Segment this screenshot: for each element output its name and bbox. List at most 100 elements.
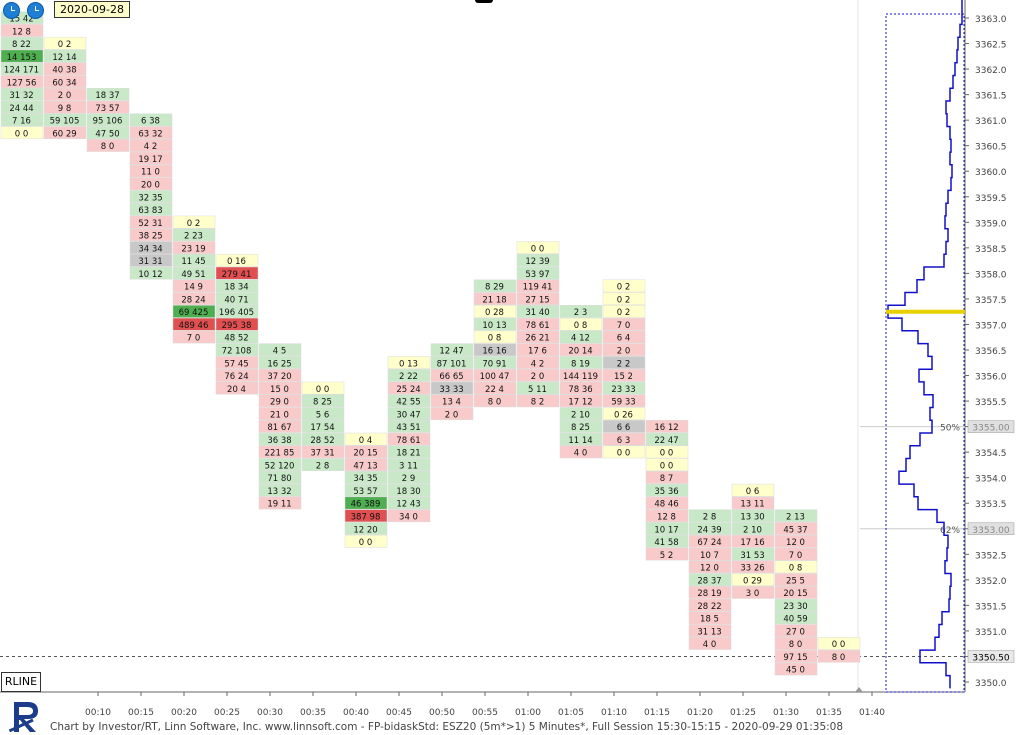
cell-label: 489 46 [179,321,209,331]
footprint-cell [731,560,775,574]
footprint-cell [473,279,517,293]
cell-label: 18 34 [224,283,248,293]
footprint-cell [473,317,517,331]
y-tick-label: 3355.5 [975,398,1007,408]
cell-label: 26 21 [525,334,549,344]
x-tick-label: 01:05 [558,708,584,718]
date-label: 2020-09-28 [54,1,130,18]
footprint-cell [172,215,216,229]
y-tick-label: 3357.0 [975,321,1007,331]
cell-label: 6 3 [617,436,631,446]
cell-label: 20 15 [353,449,377,459]
footprint-cell [645,547,689,561]
cell-label: 45 37 [783,525,807,535]
cell-label: 12 8 [657,513,676,523]
footprint-cell [602,330,646,344]
footprint-cell [258,407,302,420]
cell-label: 20 4 [227,385,246,395]
cell-label: 37 31 [310,449,334,459]
fib-tag: 62% [940,526,960,536]
footprint-cell [344,445,388,459]
footprint-cell [516,266,560,280]
cell-label: 87 101 [437,359,467,369]
cell-label: 119 41 [523,283,553,293]
footprint-cell [0,126,44,140]
x-tick-label: 00:15 [128,708,154,718]
footprint-cell [645,483,689,497]
cell-label: 34 34 [138,244,162,254]
profile-box [885,13,965,693]
cell-label: 0 6 [746,487,760,497]
footprint-cell [645,509,689,523]
footprint-cell [688,509,732,523]
y-tick-label: 3357.5 [975,296,1007,306]
cell-label: 2 23 [184,232,203,242]
cell-label: 127 56 [7,78,37,88]
footprint-cell [258,458,302,472]
footprint-cell [774,662,818,676]
cell-label: 76 24 [224,372,248,382]
footprint-cell [43,87,87,101]
cell-label: 2 8 [316,461,330,471]
cell-label: 0 2 [617,283,631,293]
rline-label[interactable]: RLINE [1,672,41,692]
cell-label: 0 0 [15,129,29,139]
cell-label: 42 55 [396,398,420,408]
cell-label: 37 20 [267,372,291,382]
fib-tag: 50% [940,424,960,434]
footprint-cell [430,394,474,408]
cell-label: 45 0 [786,666,805,676]
time-marker-icon [855,687,863,692]
timer-icon[interactable] [27,2,44,19]
footprint-cell [731,573,775,586]
cell-label: 18 21 [396,449,420,459]
footprint-cell [129,164,173,178]
footprint-cell [129,215,173,229]
footprint-cell [688,585,732,599]
clock-icon[interactable] [3,2,20,19]
cell-label: 14 153 [7,53,37,63]
cell-label: 3 11 [399,461,418,471]
cell-label: 8 19 [571,359,590,369]
cell-label: 22 47 [654,436,678,446]
footprint-cell [473,356,517,369]
cell-label: 81 67 [267,423,291,433]
footprint-cell [688,611,732,625]
cell-label: 0 8 [488,334,502,344]
price-marker-label: 3355.00 [972,424,1009,434]
footprint-cell [387,368,431,382]
cell-label: 2 0 [58,91,72,101]
y-tick-label: 3352.0 [975,577,1007,587]
footprint-cell [602,445,646,459]
footprint-cell [602,381,646,395]
footprint-cell [344,458,388,472]
footprint-cell [559,305,603,318]
footprint-cell [602,317,646,331]
cell-label: 28 24 [181,295,205,305]
cell-label: 97 15 [783,653,807,663]
cell-label: 29 0 [270,398,289,408]
footprint-cell [43,49,87,63]
cell-label: 10 12 [138,270,162,280]
footprint-cell [258,483,302,497]
footprint-cell [387,483,431,497]
footprint-cell [473,381,517,395]
cell-label: 8 29 [485,283,504,293]
footprint-cell [731,509,775,523]
cell-label: 0 29 [743,576,762,586]
cell-label: 63 32 [138,129,162,139]
footprint-cell [473,305,517,318]
footprint-cell [129,228,173,242]
cell-label: 279 41 [222,270,252,280]
cell-label: 8 0 [832,653,846,663]
footprint-cell [172,305,216,318]
cell-label: 21 0 [270,410,289,420]
cell-label: 8 2 [531,398,545,408]
y-tick-label: 3359.5 [975,194,1007,204]
footprint-cell [774,611,818,625]
cell-label: 78 61 [396,436,420,446]
footprint-cell [387,509,431,523]
footprint-cell [344,509,388,523]
cell-label: 144 119 [563,372,598,382]
